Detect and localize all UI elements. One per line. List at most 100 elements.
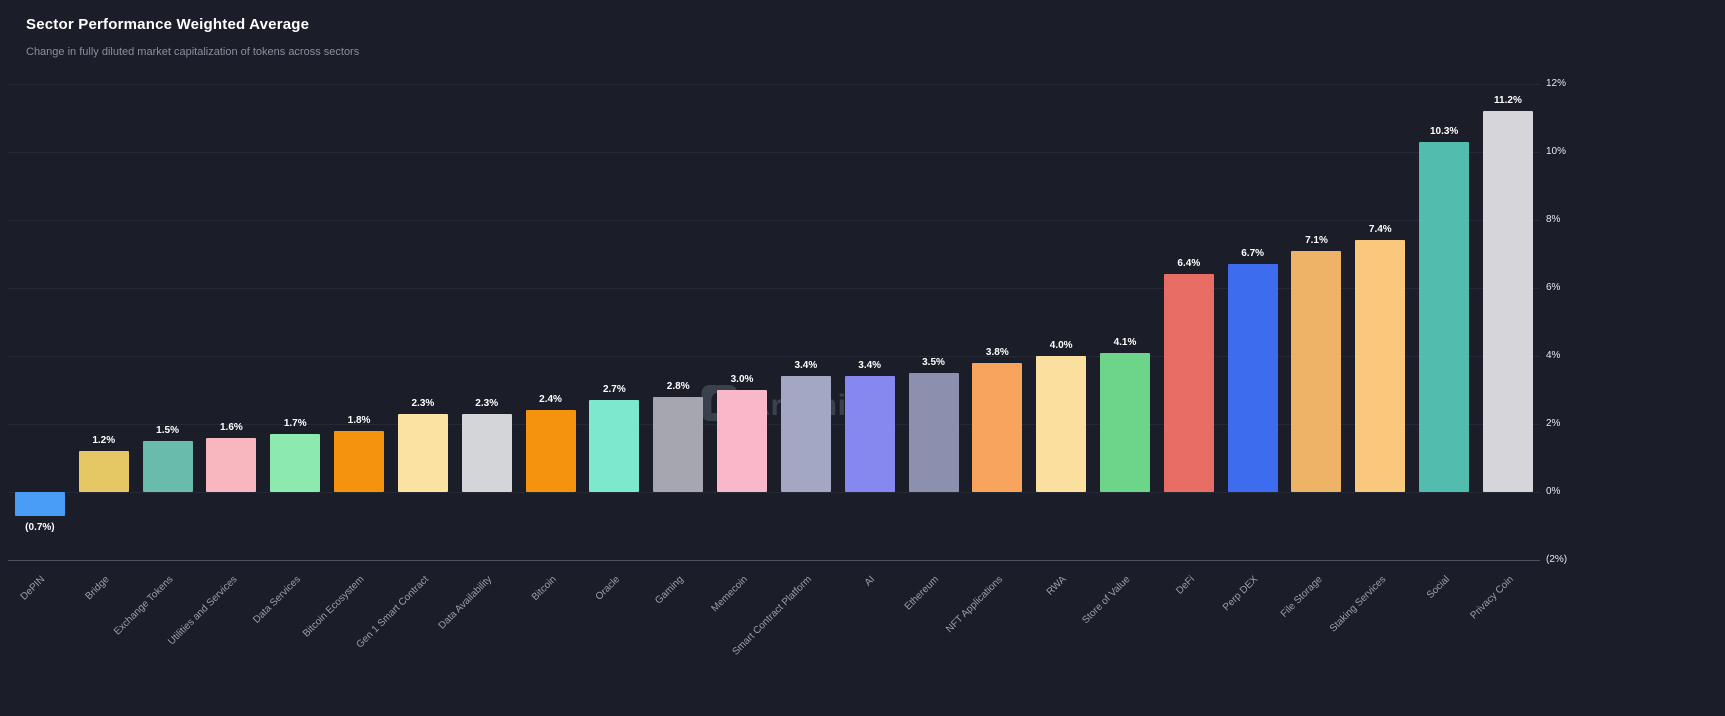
x-axis-label: Privacy Coin bbox=[1468, 574, 1516, 622]
bar-value-label: 11.2% bbox=[1494, 95, 1522, 107]
bar-column: 3.5% bbox=[902, 84, 966, 560]
bar-column: 1.6% bbox=[199, 84, 263, 560]
bar[interactable] bbox=[1163, 274, 1214, 492]
x-axis-label-cell: NFT Applications bbox=[944, 564, 1029, 684]
bar-value-label: 10.3% bbox=[1429, 125, 1459, 137]
bar-value-label: 4.0% bbox=[1049, 340, 1073, 351]
x-axis-label-cell: DePIN bbox=[8, 564, 72, 684]
bar-column: 2.3% bbox=[391, 84, 455, 560]
bar-column: 4.0% bbox=[1029, 84, 1093, 560]
x-axis-label-cell: Bitcoin bbox=[519, 564, 583, 684]
bar-value-label: 2.7% bbox=[602, 384, 626, 396]
x-axis-label: DePIN bbox=[19, 574, 48, 603]
bar[interactable] bbox=[270, 434, 321, 492]
y-axis-tick-label: 0% bbox=[1546, 486, 1561, 497]
gridline bbox=[8, 288, 1540, 289]
bar-column: 2.8% bbox=[646, 84, 710, 560]
bar-value-label: 1.2% bbox=[92, 435, 116, 447]
x-axis-label-cell: Perp DEX bbox=[1221, 564, 1285, 684]
chart-title: Sector Performance Weighted Average bbox=[26, 16, 310, 33]
x-axis-label: Perp DEX bbox=[1221, 574, 1261, 614]
bar-column: (0.7%) bbox=[8, 84, 72, 560]
bar-value-label: 6.4% bbox=[1177, 258, 1201, 270]
x-axis-label-cell: Smart Contract Platform bbox=[730, 564, 838, 684]
bar-column: 6.7% bbox=[1221, 84, 1285, 560]
gridline bbox=[8, 492, 1540, 493]
x-axis-label-cell: AI bbox=[838, 564, 902, 684]
x-axis-label: Oracle bbox=[593, 574, 623, 603]
bar-value-label: 3.5% bbox=[922, 357, 945, 368]
x-axis-label-cell: Data Availability bbox=[437, 564, 519, 684]
bar-value-label: 3.0% bbox=[730, 374, 754, 385]
gridline bbox=[8, 84, 1540, 85]
x-axis-label: RWA bbox=[1045, 574, 1069, 598]
y-axis-tick-label: 4% bbox=[1546, 350, 1561, 361]
bar[interactable] bbox=[142, 441, 193, 492]
bar-column: 1.2% bbox=[72, 84, 136, 560]
bar[interactable] bbox=[1482, 111, 1533, 492]
bar-value-label: 1.8% bbox=[347, 414, 371, 426]
chart-subtitle: Change in fully diluted market capitaliz… bbox=[26, 46, 360, 58]
y-axis-tick-label: 10% bbox=[1546, 146, 1567, 157]
bar-value-label: 1.7% bbox=[283, 418, 307, 430]
y-axis-tick-label: 8% bbox=[1546, 214, 1561, 225]
bar[interactable] bbox=[206, 437, 257, 492]
bar[interactable] bbox=[1291, 250, 1342, 492]
x-axis-label: DeFi bbox=[1173, 574, 1197, 597]
bar-column: 3.4% bbox=[838, 84, 902, 560]
x-axis-label: File Storage bbox=[1278, 574, 1325, 620]
bar[interactable] bbox=[461, 413, 512, 492]
bar-value-label: 2.4% bbox=[539, 394, 562, 406]
gridline bbox=[8, 424, 1540, 425]
bar-column: 10.3% bbox=[1412, 84, 1476, 560]
x-axis-label: AI bbox=[863, 574, 878, 589]
bar-value-label: 3.8% bbox=[985, 346, 1009, 358]
bar[interactable] bbox=[1227, 264, 1278, 492]
x-axis-label-cell: Privacy Coin bbox=[1468, 564, 1540, 684]
bar[interactable] bbox=[1099, 352, 1150, 492]
plot-area: Artemis (0.7%)1.2%1.5%1.6%1.7%1.8%2.3%2.… bbox=[8, 84, 1540, 561]
gridline bbox=[8, 152, 1540, 153]
bar-value-label: 7.4% bbox=[1368, 224, 1392, 236]
y-axis-tick-label: 12% bbox=[1546, 78, 1567, 89]
bar[interactable] bbox=[397, 413, 448, 492]
x-axis-label: Bitcoin bbox=[529, 574, 559, 604]
bar[interactable] bbox=[525, 410, 576, 492]
x-axis-label-cell: DeFi bbox=[1157, 564, 1221, 684]
bar[interactable] bbox=[780, 376, 831, 492]
x-axis-label-cell: Store of Value bbox=[1081, 564, 1157, 684]
bar[interactable] bbox=[589, 400, 640, 492]
bar[interactable] bbox=[908, 373, 959, 492]
bar-value-label: 4.1% bbox=[1113, 336, 1137, 348]
x-axis-label: Bridge bbox=[83, 574, 112, 603]
bar-value-label: 3.4% bbox=[794, 360, 818, 372]
bar[interactable] bbox=[14, 492, 65, 516]
bar[interactable] bbox=[334, 430, 385, 492]
x-axis-label-cell: Gaming bbox=[646, 564, 710, 684]
bar[interactable] bbox=[1036, 356, 1087, 492]
bar[interactable] bbox=[717, 390, 768, 492]
bar-value-label: 6.7% bbox=[1241, 248, 1265, 260]
y-axis-tick-label: (2%) bbox=[1546, 554, 1568, 565]
bar-column: 2.4% bbox=[519, 84, 583, 560]
y-axis: 12% 10% 8% 6% 4% 2% 0% (2%) bbox=[1546, 78, 1606, 565]
bar-value-label: 3.4% bbox=[858, 360, 882, 372]
bar-value-label: 2.8% bbox=[666, 380, 690, 392]
bar[interactable] bbox=[78, 451, 129, 492]
bar[interactable] bbox=[1355, 240, 1406, 492]
bar[interactable] bbox=[653, 396, 704, 492]
bar-value-label: 2.3% bbox=[475, 397, 499, 409]
x-axis-label-cell: Staking Services bbox=[1328, 564, 1412, 684]
bar-value-label: 2.3% bbox=[411, 397, 435, 409]
x-axis: DePIN Bridge Exchange Tokens Utilities and … bbox=[8, 564, 1540, 684]
bar-column: 3.4% bbox=[774, 84, 838, 560]
bar[interactable] bbox=[844, 376, 895, 492]
x-axis-label: Ethereum bbox=[902, 574, 942, 613]
bar[interactable] bbox=[972, 362, 1023, 492]
bars-container: (0.7%) 1.2% 1.5% 1.6% 1.7% 1.8% 2.3% 2.3% 2.4% 2.… bbox=[8, 84, 1540, 560]
x-axis-label-cell: Social bbox=[1412, 564, 1476, 684]
bar-column: 1.7% bbox=[263, 84, 327, 560]
bar-column: 2.7% bbox=[582, 84, 646, 560]
bar[interactable] bbox=[1419, 141, 1470, 492]
